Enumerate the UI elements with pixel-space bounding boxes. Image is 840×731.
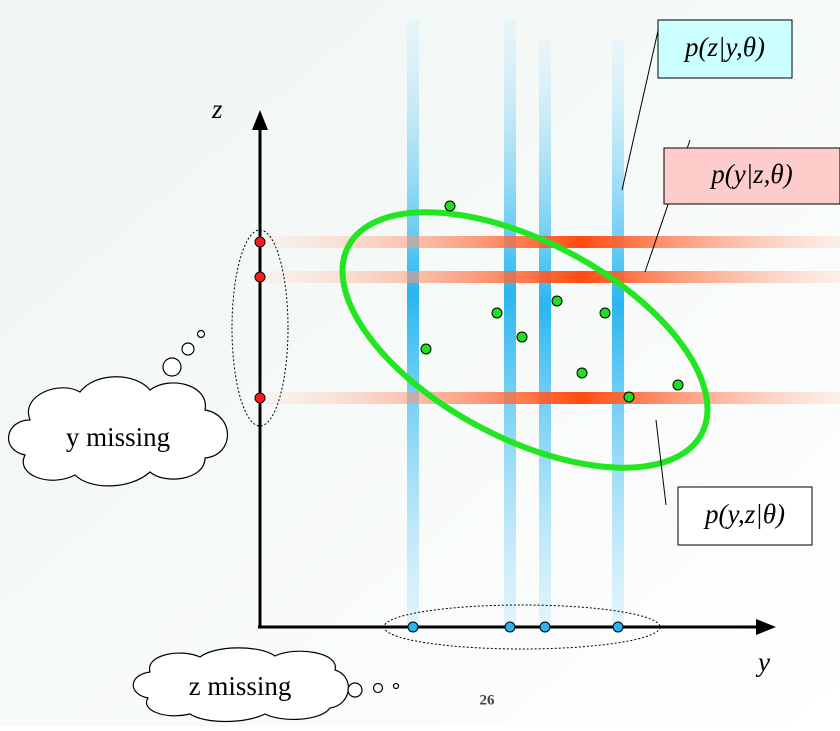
z-missing-ellipse [231, 229, 289, 427]
z-axis-label: z [211, 94, 223, 124]
y-only-points [407, 621, 624, 633]
z-missing-cloud [132, 647, 400, 723]
z-missing-label: z missing [189, 671, 292, 701]
conditional-box [663, 147, 840, 205]
z-only-points [254, 236, 266, 404]
y-arrow [756, 619, 776, 635]
z-arrow [252, 110, 268, 130]
posterior-label: p(z|y,θ) [683, 32, 765, 62]
blue-bands [407, 20, 624, 627]
y-missing-label: y missing [66, 422, 170, 452]
conditional-label: p(y|z,θ) [709, 159, 792, 189]
joint-box [677, 486, 813, 546]
y-missing-cloud [7, 329, 228, 487]
posterior-box [657, 19, 793, 79]
y-missing-ellipse [383, 604, 661, 650]
y-axis-label: y [755, 647, 770, 677]
red-bands [265, 236, 840, 404]
data-points [420, 200, 684, 403]
joint-ellipse [339, 209, 711, 471]
page-number: 26 [480, 692, 496, 708]
joint-label: p(y,z|θ) [703, 499, 785, 529]
